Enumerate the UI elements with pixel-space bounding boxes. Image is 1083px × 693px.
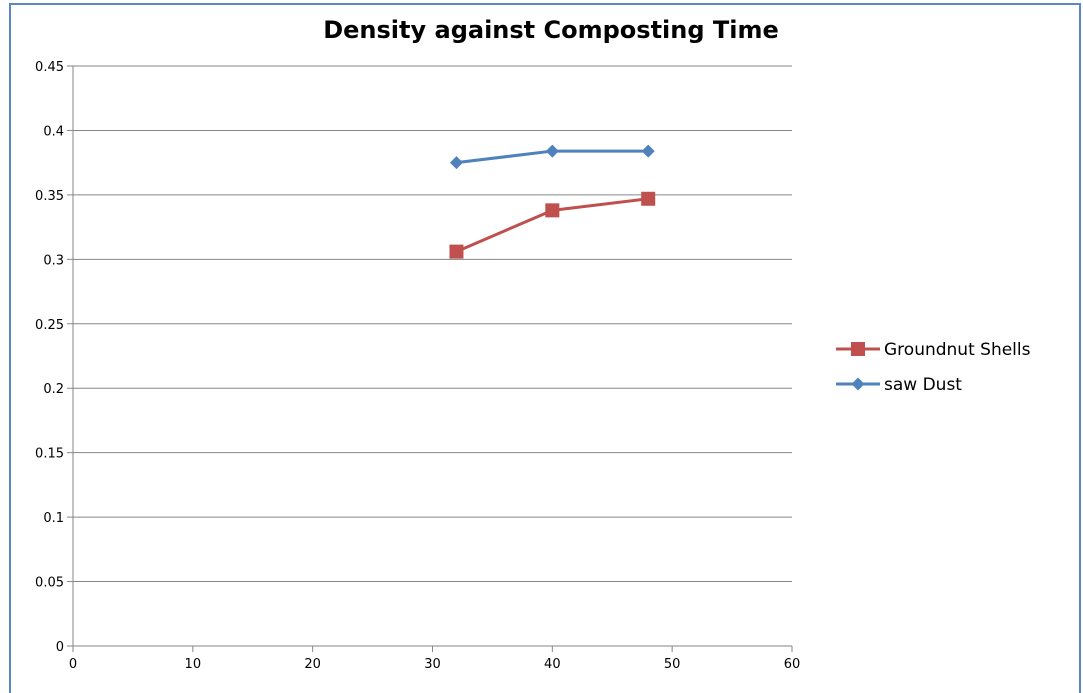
gridlines <box>73 65 792 583</box>
legend-label: saw Dust <box>884 375 962 395</box>
y-tick-label: 0.15 <box>35 447 64 462</box>
data-point <box>545 203 560 218</box>
y-tick-label: 0.05 <box>35 576 64 591</box>
data-point <box>449 244 464 259</box>
chart-frame <box>9 3 1081 693</box>
data-point <box>641 191 656 206</box>
data-point <box>641 144 655 158</box>
data-point <box>449 156 463 170</box>
y-tick-label: 0.3 <box>43 253 64 268</box>
y-tick-label: 0 <box>56 640 64 655</box>
y-tick-label: 0.45 <box>35 60 64 75</box>
y-tick-label: 0.2 <box>43 382 64 397</box>
y-tick-label: 0.4 <box>43 124 64 139</box>
x-tick-label: 30 <box>424 657 441 672</box>
chart-title: Density against Composting Time <box>323 16 779 44</box>
legend-marker <box>851 377 865 391</box>
axes: 0 0.05 0.1 0.15 0.2 0.25 0.3 0.35 0.4 0.45 0 10 20 30… <box>35 60 800 672</box>
x-tick-label: 10 <box>185 657 202 672</box>
y-tick-label: 0.1 <box>43 511 64 526</box>
x-tick-label: 60 <box>784 657 801 672</box>
legend-label: Groundnut Shells <box>884 340 1031 360</box>
series-layer <box>449 144 656 259</box>
data-point <box>545 144 559 158</box>
x-tick-label: 20 <box>304 657 321 672</box>
x-tick-label: 50 <box>664 657 681 672</box>
legend-marker <box>851 342 865 356</box>
chart-area: Density against Composting Time 0 0.05 0.1… <box>35 16 1031 672</box>
y-tick-label: 0.25 <box>35 318 64 333</box>
legend: Groundnut Shells saw Dust <box>836 340 1031 395</box>
x-tick-label: 40 <box>544 657 561 672</box>
y-tick-label: 0.35 <box>35 189 64 204</box>
x-tick-label: 0 <box>69 657 77 672</box>
series-1 <box>449 144 655 170</box>
series-0 <box>449 191 656 259</box>
legend-entry: saw Dust <box>836 375 962 395</box>
legend-entry: Groundnut Shells <box>836 340 1031 360</box>
